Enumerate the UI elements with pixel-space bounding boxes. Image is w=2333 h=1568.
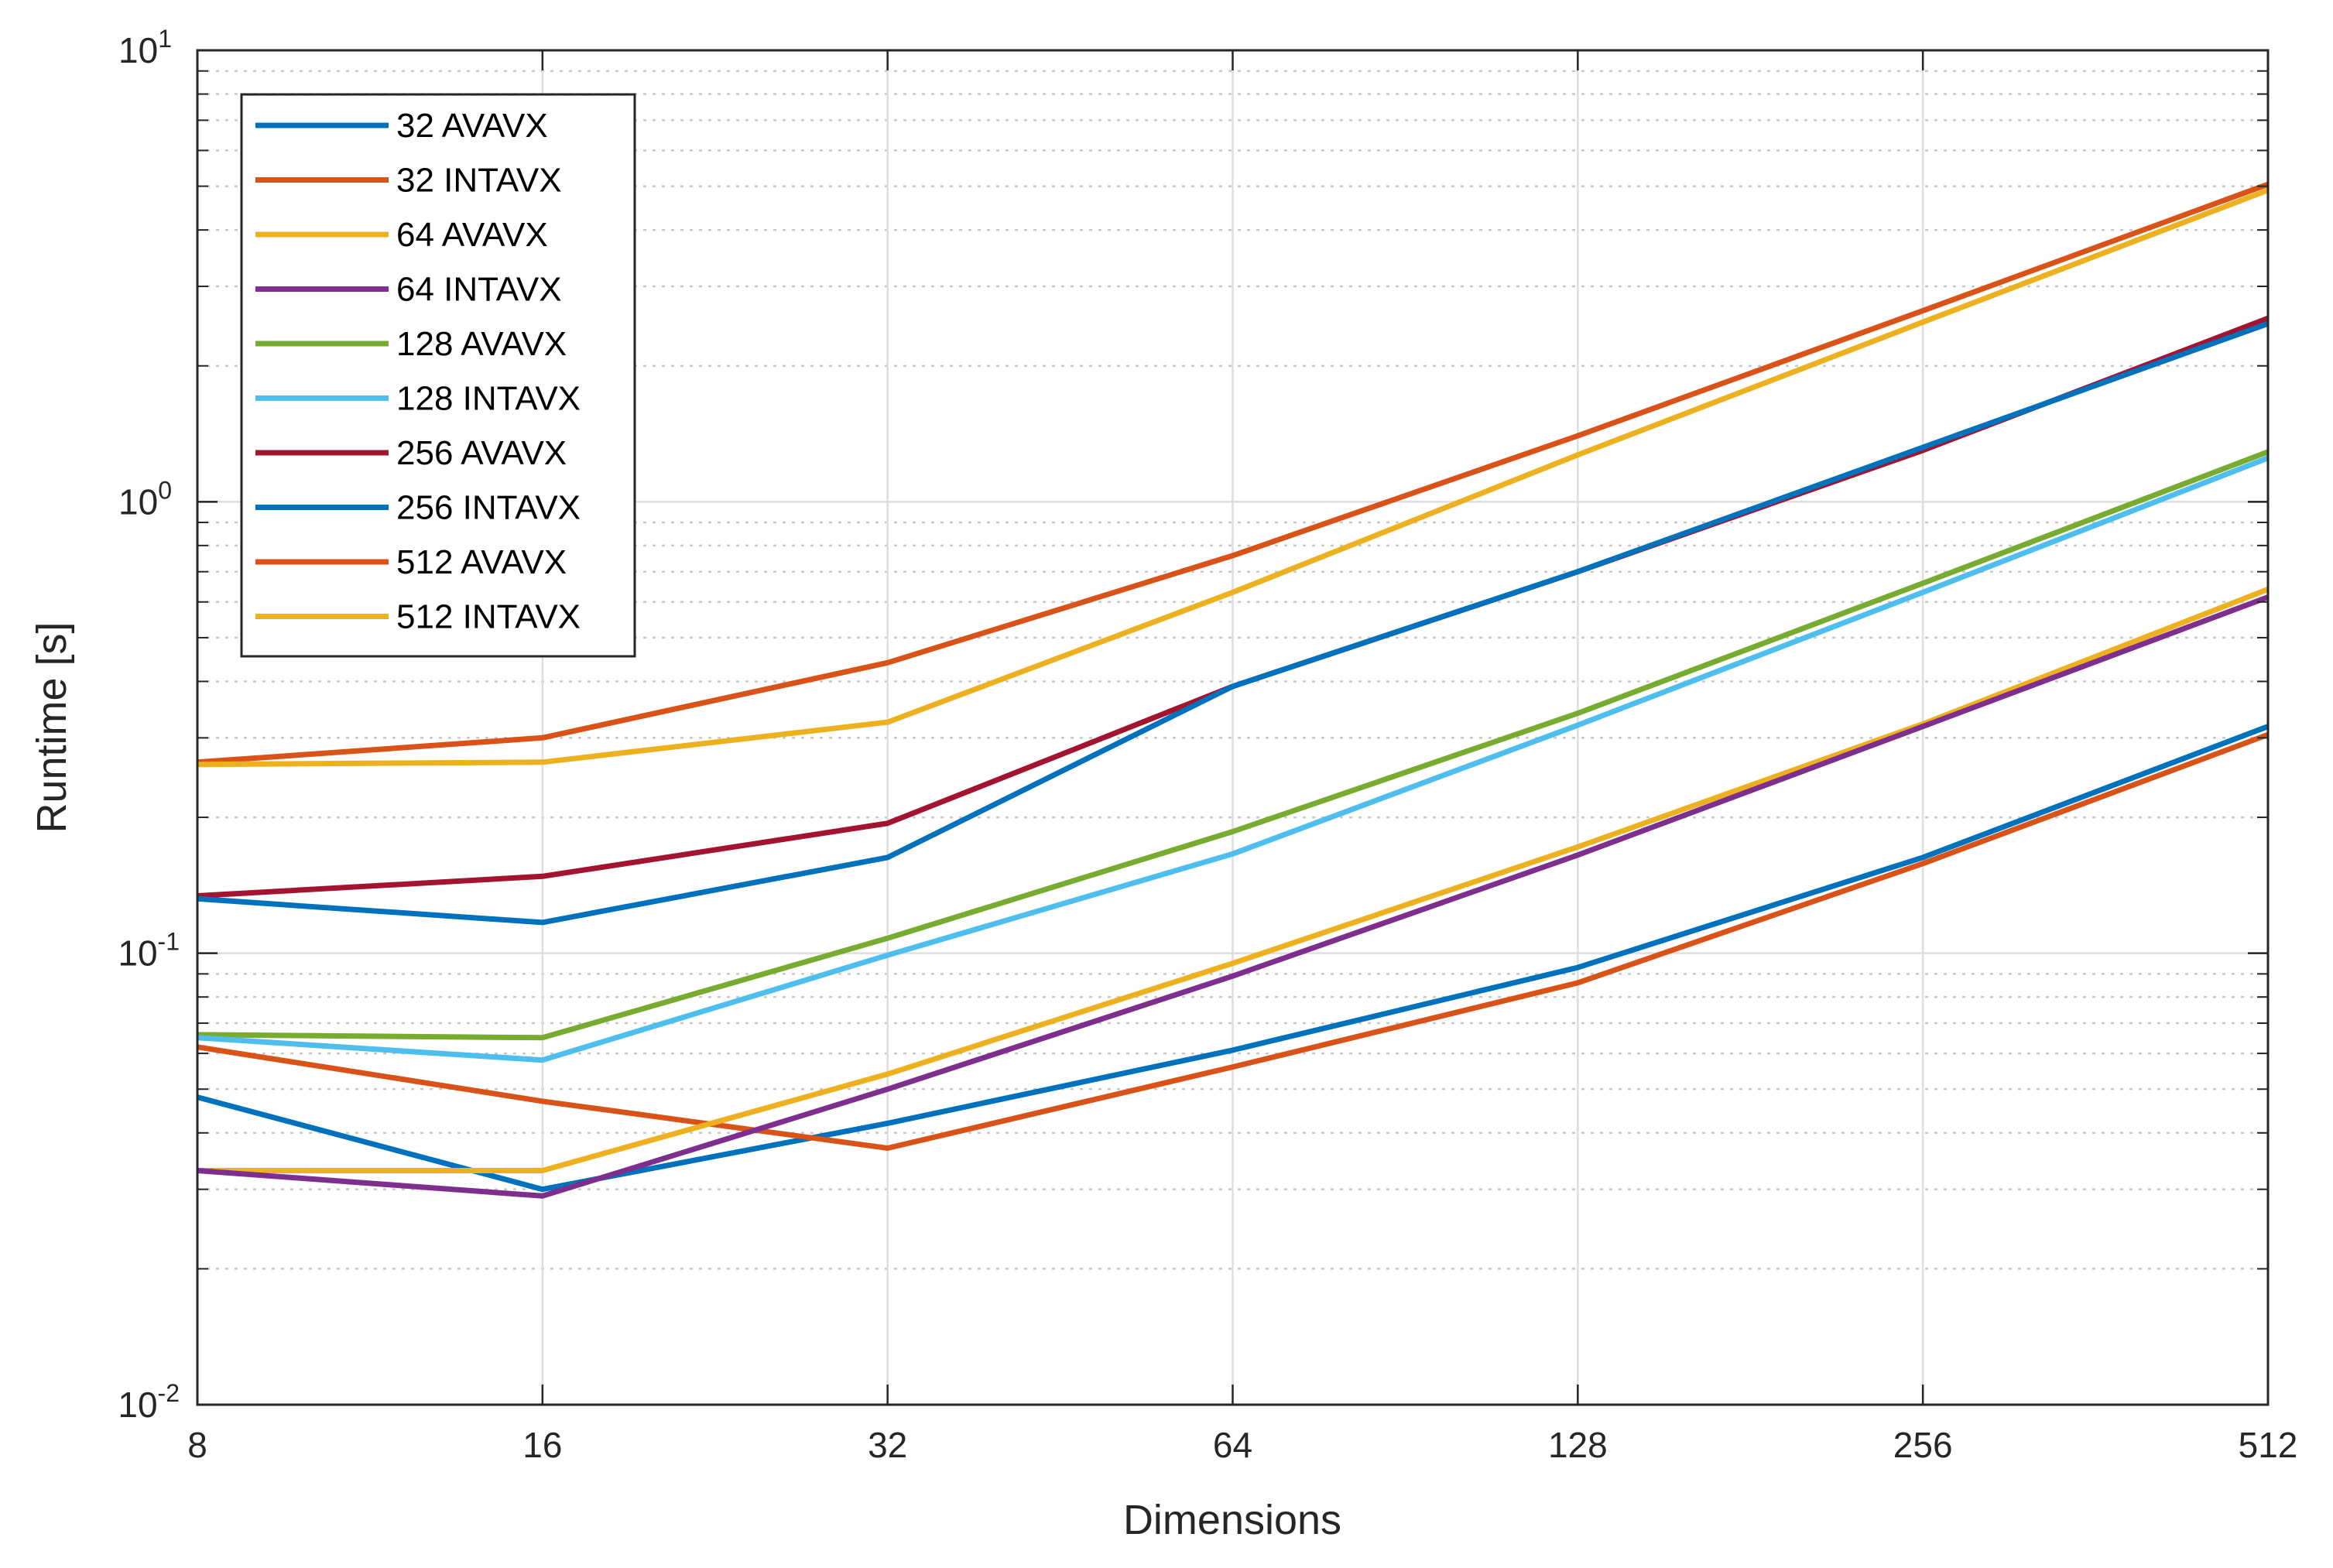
- x-tick-label: 16: [522, 1425, 562, 1465]
- legend-label: 32 INTAVX: [396, 162, 562, 200]
- y-tick-label: 10-2: [118, 1379, 180, 1425]
- x-tick-label: 128: [1548, 1425, 1608, 1465]
- legend-label: 64 INTAVX: [396, 271, 562, 309]
- y-tick-label: 10-1: [118, 928, 180, 974]
- legend-label: 512 AVAVX: [396, 543, 567, 581]
- y-tick-label: 101: [118, 25, 172, 70]
- x-tick-labels: 8 16 32 64 128 256 512: [187, 1425, 2297, 1465]
- series-line: [197, 181, 2270, 765]
- y-tick-labels: 10-2 10-1 100 101: [118, 25, 180, 1425]
- series-line: [197, 455, 2270, 1063]
- legend-label: 128 AVAVX: [396, 325, 567, 363]
- legend: 32 AVAVX 32 INTAVX 64 AVAVX 64 INTAVX 128 AV…: [240, 93, 636, 658]
- series-line: [197, 449, 2270, 1041]
- x-tick-label: 32: [868, 1425, 907, 1465]
- x-tick-label: 64: [1213, 1425, 1252, 1465]
- series-line: [197, 731, 2270, 1151]
- series-line: [197, 594, 2270, 1199]
- legend-label: 256 INTAVX: [396, 489, 581, 527]
- x-tick-label: 8: [187, 1425, 207, 1465]
- legend-label: 32 AVAVX: [396, 107, 548, 145]
- series-layer: [197, 181, 2270, 1199]
- x-tick-label: 256: [1893, 1425, 1953, 1465]
- legend-label: 512 INTAVX: [396, 598, 581, 636]
- y-axis-label: Runtime [s]: [29, 621, 75, 833]
- legend-label: 64 AVAVX: [396, 216, 548, 254]
- axis-ticks: [196, 49, 2270, 1406]
- series-line: [197, 320, 2270, 926]
- x-tick-label: 512: [2239, 1425, 2298, 1465]
- y-tick-label: 100: [118, 476, 172, 522]
- series-line: [197, 187, 2270, 768]
- x-axis-label: Dimensions: [1123, 1497, 1341, 1543]
- series-line: [197, 724, 2270, 1193]
- legend-label: 128 INTAVX: [396, 380, 581, 418]
- legend-label: 256 AVAVX: [396, 434, 567, 472]
